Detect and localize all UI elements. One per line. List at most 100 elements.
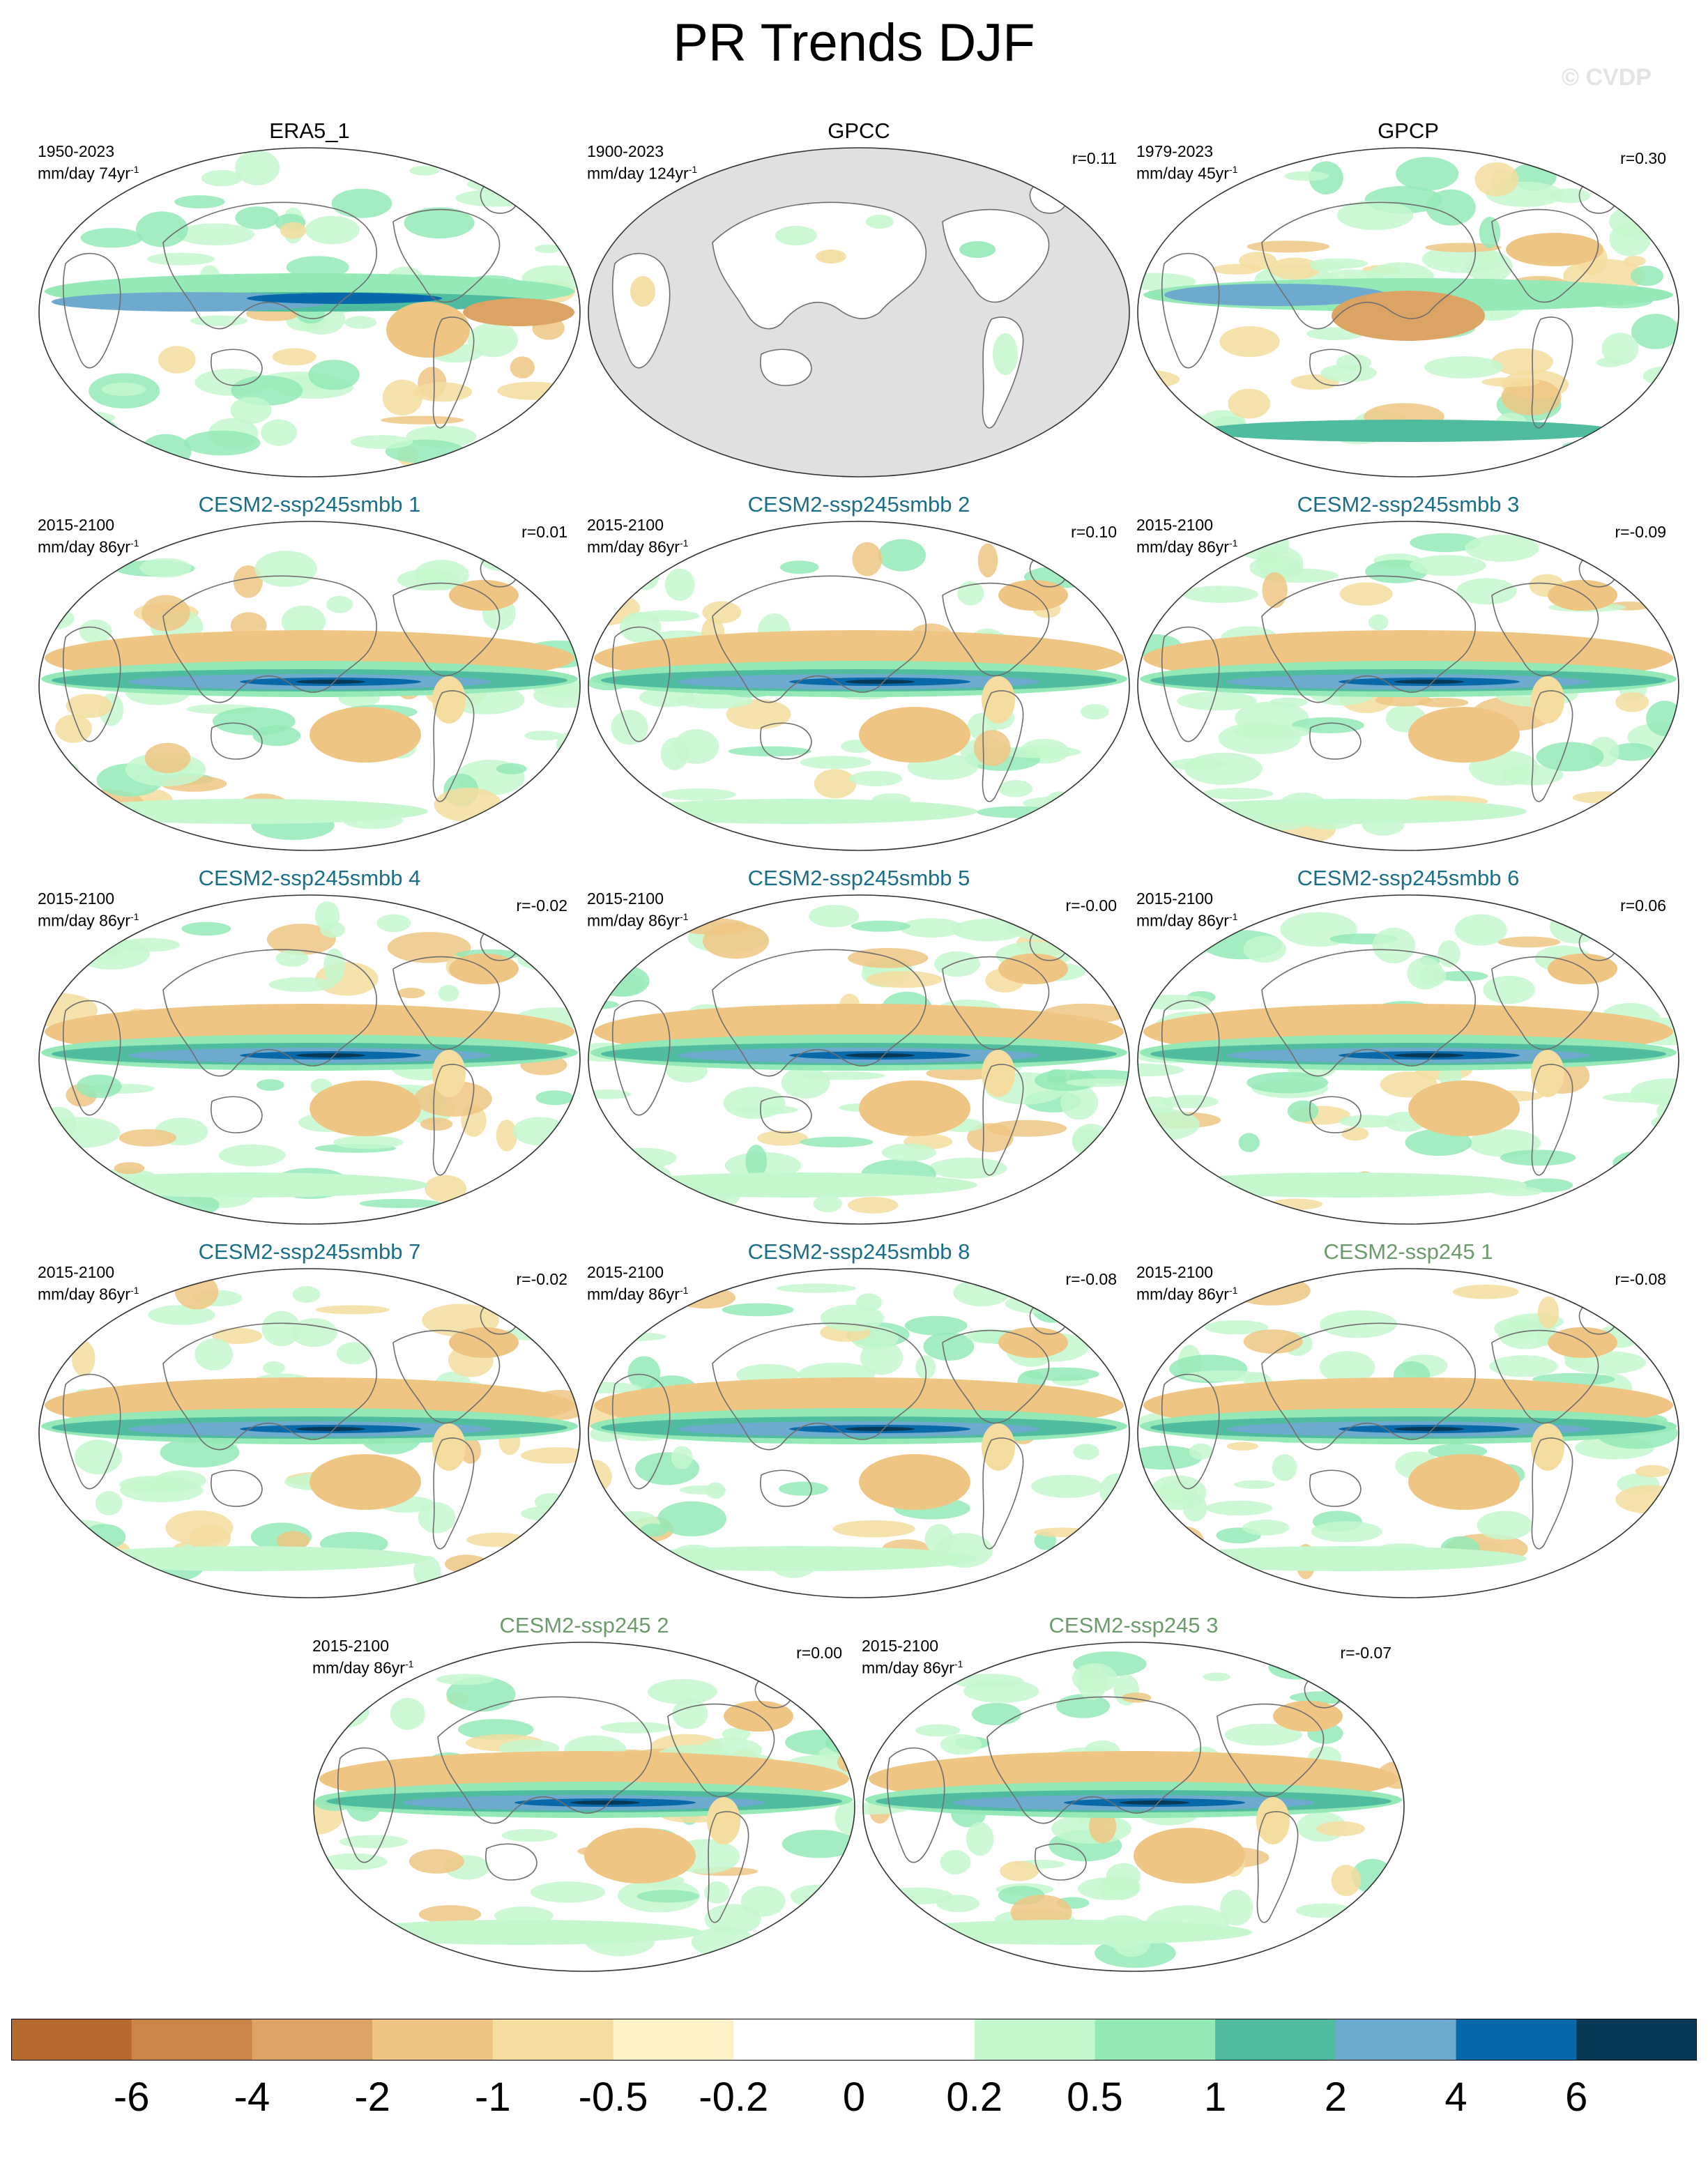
map-plot: [862, 1642, 1405, 1972]
colorbar-tick-label: 6: [1565, 2074, 1588, 2120]
colorbar-swatch: [1456, 2019, 1577, 2061]
map-plot: [38, 894, 581, 1225]
map-panel: CESM2-ssp245smbb 8 2015-2100 mm/day 86yr-1…: [587, 1238, 1131, 1600]
panel-years: 2015-2100: [38, 1263, 114, 1281]
map-plot: [313, 1642, 855, 1972]
land-area: [943, 209, 1049, 303]
coastline: [1261, 575, 1477, 703]
coastline: [886, 1747, 945, 1863]
panel-correlation: r=-0.00: [1065, 896, 1117, 915]
coastline: [1161, 252, 1220, 369]
panel-years: 2015-2100: [587, 516, 664, 534]
panel-units-exponent: -1: [130, 1285, 139, 1296]
map-plot: [588, 894, 1130, 1225]
panel-years: 2015-2100: [587, 889, 664, 908]
map-panel: ERA5_1 1950-2023 mm/day 74yr-1: [38, 117, 581, 480]
colorbar-swatch: [11, 2019, 132, 2061]
colorbar-tick-label: -0.5: [578, 2074, 648, 2120]
panel-years: 2015-2100: [38, 516, 114, 534]
panel-correlation: r=0.06: [1620, 896, 1666, 915]
panel-correlation: r=0.00: [796, 1644, 842, 1662]
panel-units-text: mm/day 74yr: [38, 164, 130, 183]
map-panel: CESM2-ssp245smbb 7 2015-2100 mm/day 86yr-1…: [38, 1238, 581, 1600]
map-panel: CESM2-ssp245 2 2015-2100 mm/day 86yr-1 r=0.…: [312, 1612, 856, 1974]
map-plot: [1137, 521, 1679, 851]
map-panel: CESM2-ssp245smbb 1 2015-2100 mm/day 86yr-1…: [38, 491, 581, 853]
coastline: [667, 1703, 775, 1798]
panel-units-text: mm/day 124yr: [587, 164, 689, 183]
colorbar-tick-label: -1: [475, 2074, 511, 2120]
panel-correlation: r=-0.08: [1615, 1270, 1666, 1288]
coastline: [611, 1373, 671, 1490]
panel-correlation: r=0.11: [1072, 149, 1117, 167]
panel-title: CESM2-ssp245smbb 5: [747, 866, 970, 890]
watermark: © CVDP: [1562, 64, 1652, 91]
panel-units: mm/day 86yr-1: [38, 908, 139, 930]
panel-years: 2015-2100: [1136, 516, 1213, 534]
coastline: [707, 1811, 749, 1923]
panel-correlation: r=-0.08: [1065, 1270, 1117, 1288]
panel-units-exponent: -1: [954, 1658, 963, 1669]
coastline: [162, 575, 378, 703]
coastline: [62, 1000, 121, 1116]
map-plot: [1137, 1268, 1679, 1598]
coastline: [392, 956, 501, 1050]
coastline: [1161, 626, 1220, 742]
coastline: [611, 1000, 671, 1116]
coastline: [1309, 1096, 1362, 1133]
map-panel: CESM2-ssp245smbb 2 2015-2100 mm/day 86yr-1…: [587, 491, 1131, 853]
coastline: [760, 1096, 812, 1133]
map-plot: [588, 521, 1130, 851]
coastline: [211, 1096, 263, 1133]
panel-units: mm/day 86yr-1: [587, 908, 688, 930]
panel-title: CESM2-ssp245smbb 4: [198, 866, 421, 890]
panel-years: 1900-2023: [587, 142, 664, 160]
coastline: [1491, 1329, 1599, 1424]
panel-units-text: mm/day 86yr: [1136, 911, 1229, 930]
panel-units-exponent: -1: [130, 537, 139, 549]
panel-units-exponent: -1: [1228, 164, 1238, 175]
panel-correlation: r=-0.02: [516, 1270, 567, 1288]
map-plot: [38, 521, 581, 851]
colorbar-swatch: [252, 2019, 373, 2061]
coastline: [1309, 1469, 1362, 1507]
panel-title: CESM2-ssp245smbb 3: [1297, 492, 1520, 517]
panel-units-text: mm/day 45yr: [1136, 164, 1229, 183]
coastline: [1491, 582, 1599, 677]
panel-correlation: r=0.30: [1620, 149, 1666, 167]
coastline: [392, 208, 501, 303]
colorbar-tick-label: -4: [234, 2074, 270, 2120]
map-plot: [1137, 147, 1679, 477]
panel-title: CESM2-ssp245smbb 8: [747, 1239, 970, 1264]
colorbar: [11, 2019, 1697, 2061]
panel-units-text: mm/day 86yr: [862, 1658, 954, 1677]
coastline: [162, 1322, 378, 1451]
panel-years: 2015-2100: [1136, 1263, 1213, 1281]
panel-years: 1950-2023: [38, 142, 114, 160]
coastline: [1531, 316, 1573, 429]
coastline: [942, 1329, 1050, 1424]
coastline: [982, 1437, 1024, 1550]
panel-units-text: mm/day 86yr: [587, 911, 680, 930]
map-plot: [588, 1268, 1130, 1598]
panel-units: mm/day 86yr-1: [312, 1655, 413, 1677]
panel-years: 2015-2100: [587, 1263, 664, 1281]
coastline: [211, 1469, 263, 1507]
panel-units-text: mm/day 86yr: [587, 537, 680, 556]
panel-units-exponent: -1: [679, 1285, 689, 1296]
coastline: [1531, 1064, 1573, 1176]
panel-units-text: mm/day 86yr: [38, 537, 130, 556]
colorbar-tick-label: 0.2: [946, 2074, 1003, 2120]
panel-units-exponent: -1: [404, 1658, 414, 1669]
coastline: [1531, 1437, 1573, 1550]
panel-units-text: mm/day 86yr: [587, 1285, 680, 1304]
colorbar-swatch: [974, 2019, 1095, 2061]
map-plot: [1137, 894, 1679, 1225]
panel-title: CESM2-ssp245smbb 2: [747, 492, 970, 517]
map-panel: CESM2-ssp245smbb 4 2015-2100 mm/day 86yr-1…: [38, 864, 581, 1227]
panel-units: mm/day 86yr-1: [1136, 1281, 1237, 1304]
map-panel: CESM2-ssp245smbb 5 2015-2100 mm/day 86yr-1…: [587, 864, 1131, 1227]
coastline: [1161, 1373, 1220, 1490]
map-panel: CESM2-ssp245smbb 6 2015-2100 mm/day 86yr-1…: [1136, 864, 1680, 1227]
coastline: [1217, 1703, 1325, 1798]
